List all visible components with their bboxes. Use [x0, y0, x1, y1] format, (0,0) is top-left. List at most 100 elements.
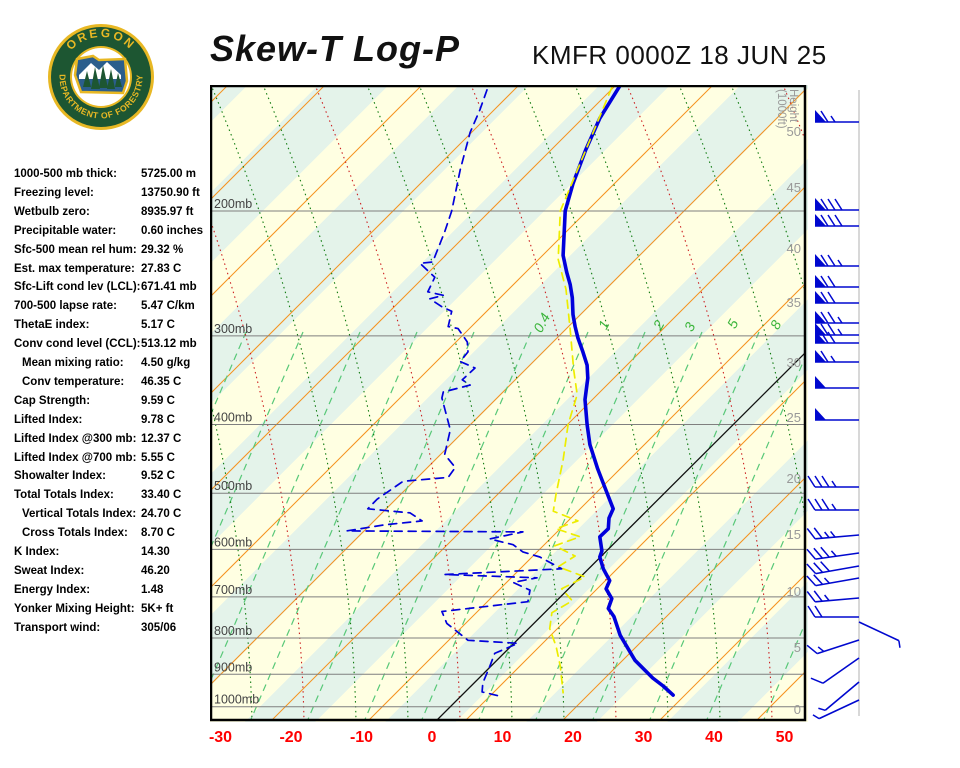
index-row: K Index: 14.30 [14, 546, 214, 565]
index-label: ThetaE index: [14, 319, 90, 332]
index-label: Cross Totals Index: [22, 527, 128, 540]
pressure-label: 900mb [214, 660, 252, 674]
index-row: Yonker Mixing Height: 5K+ ft [14, 603, 214, 622]
wind-barb [812, 699, 860, 720]
index-label: Sfc-Lift cond lev (LCL): [14, 281, 141, 294]
wind-barb [807, 498, 859, 511]
index-row: Lifted Index: 9.78 C [14, 414, 214, 433]
index-row: Transport wind: 305/06 [14, 622, 214, 641]
index-value: 29.32 % [141, 243, 184, 256]
index-row: Lifted Index @300 mb: 12.37 C [14, 433, 214, 452]
mixing-ratio-line [364, 331, 532, 720]
plot-border [210, 85, 807, 722]
index-label: Vertical Totals Index: [22, 508, 137, 521]
dewpoint-trace [345, 89, 563, 697]
wind-barb [815, 291, 859, 304]
index-label: Cap Strength: [14, 394, 91, 407]
orange-adiabat-line [659, 574, 805, 720]
mixing-ratio-value-label: 0.4 [530, 310, 553, 335]
index-value: 5.47 C/km [141, 300, 195, 313]
index-label: Sfc-500 mean rel hum: [14, 243, 137, 256]
mixing-ratio-value-label: 3 [681, 319, 699, 334]
index-value: 8.70 C [141, 527, 175, 540]
orange-adiabat-line [562, 477, 805, 720]
index-row: Total Totals Index: 33.40 C [14, 489, 214, 508]
orange-adiabat-line [211, 89, 805, 685]
index-label: Energy Index: [14, 583, 91, 596]
index-row: Sfc-Lift cond lev (LCL): 671.41 mb [14, 281, 214, 300]
index-value: 5.55 C [141, 451, 175, 464]
wind-barb [858, 621, 901, 648]
pressure-label: 1000mb [214, 693, 259, 707]
index-row: Cross Totals Index: 8.70 C [14, 527, 214, 546]
wind-barb [806, 639, 860, 655]
x-axis-label: -10 [349, 729, 374, 746]
index-row: Conv temperature: 46.35 C [14, 376, 214, 395]
page-title: Skew-T Log-P [210, 28, 461, 69]
index-value: 5.17 C [141, 319, 175, 332]
index-label: Transport wind: [14, 621, 101, 634]
index-value: 1.48 [141, 583, 164, 596]
dotted-adiabat-curve [314, 86, 461, 720]
index-label: Freezing level: [14, 186, 94, 199]
index-value: 46.35 C [141, 375, 182, 388]
wind-barb [815, 331, 859, 344]
dotted-adiabat-curve [470, 86, 617, 720]
index-value: 305/06 [141, 621, 177, 634]
index-label: 1000-500 mb thick: [14, 168, 117, 180]
height-label: 20 [787, 471, 801, 486]
pressure-label: 300mb [214, 322, 252, 336]
station-datetime: KMFR 0000Z 18 JUN 25 [532, 40, 827, 70]
wind-barb [815, 311, 859, 324]
mixing-ratio-line [763, 622, 805, 720]
index-row: 700-500 lapse rate: 5.47 C/km [14, 300, 214, 319]
index-label: 700-500 lapse rate: [14, 300, 117, 313]
index-label: Conv temperature: [22, 375, 125, 388]
x-axis-label: -20 [279, 729, 303, 746]
wind-barb [818, 681, 860, 712]
wind-barb [806, 590, 860, 603]
index-row: Precipitable water: 0.60 inches [14, 225, 214, 244]
index-label: Precipitable water: [14, 224, 117, 237]
index-label: K Index: [14, 546, 60, 558]
index-label: Yonker Mixing Height: [14, 602, 135, 615]
index-value: 8935.97 ft [141, 205, 194, 218]
pressure-label: 800mb [214, 624, 252, 638]
index-value: 33.40 C [141, 489, 182, 502]
index-label: Wetbulb zero: [14, 205, 90, 218]
orange-adiabat-line [211, 86, 616, 491]
index-value: 5725.00 m [141, 168, 196, 180]
index-label: Lifted Index @300 mb: [14, 432, 137, 445]
index-value: 46.20 [141, 564, 170, 577]
index-value: 9.78 C [141, 413, 175, 426]
dotted-adiabat-curve [522, 86, 669, 720]
index-label: Showalter Index: [14, 470, 107, 483]
height-label: 10 [787, 584, 801, 599]
reference-isotherm-line [436, 352, 805, 720]
wind-barb [815, 350, 859, 363]
orange-adiabat-line [465, 380, 805, 720]
index-row: Wetbulb zero: 8935.97 ft [14, 206, 214, 225]
index-value: 513.12 mb [141, 338, 197, 351]
index-row: Vertical Totals Index: 24.70 C [14, 508, 214, 527]
pressure-label: 400mb [214, 410, 252, 424]
wind-barb [806, 574, 860, 587]
index-label: Lifted Index: [14, 413, 83, 426]
wind-barb [815, 110, 859, 123]
wind-barb [815, 254, 859, 267]
wind-barb [807, 605, 859, 618]
wind-barb [815, 214, 859, 227]
mixing-ratio-line [649, 356, 805, 720]
index-value: 12.37 C [141, 432, 182, 445]
wind-barb [807, 475, 859, 488]
skewt-plot-area: 200mb 300mb 400mb 500mb 600mb 700mb 800mb 900mb… [210, 85, 808, 722]
x-axis-label: 40 [705, 729, 723, 746]
x-axis-label: 0 [427, 729, 437, 746]
dotted-adiabat-curve [366, 86, 513, 720]
index-label: Conv cond level (CCL): [14, 338, 141, 351]
index-value: 13750.90 ft [141, 186, 200, 199]
wind-barb-column [806, 90, 901, 720]
index-row: Sweat Index: 46.20 [14, 565, 214, 584]
wind-barb [806, 527, 860, 540]
